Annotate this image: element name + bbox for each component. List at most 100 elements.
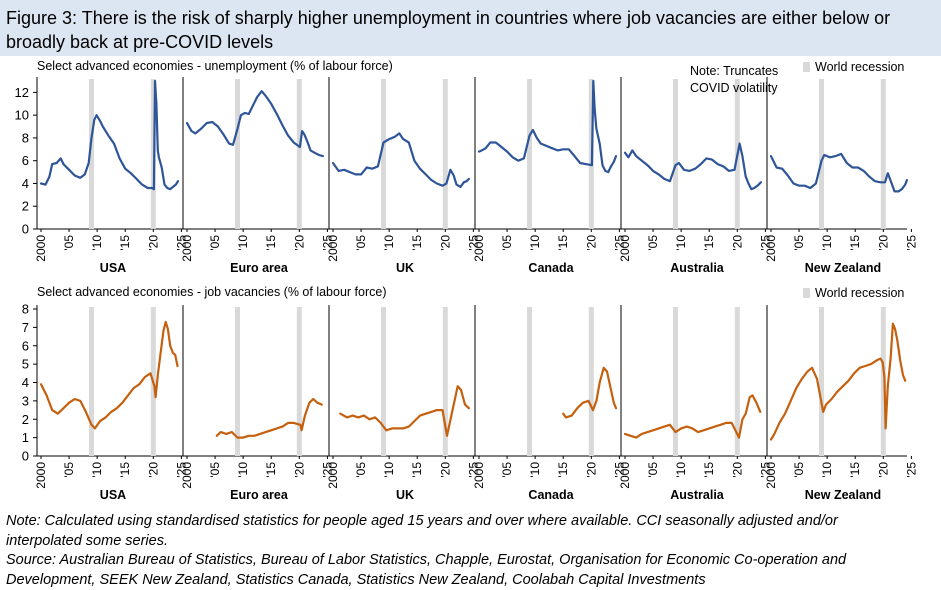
unemployment-x-tick-label: '15	[118, 235, 132, 251]
unemployment-x-tick-label: '25	[904, 235, 918, 251]
vacancies-country-label-australia: Australia	[670, 488, 725, 502]
unemployment-x-tick-label: '20	[292, 235, 306, 251]
unemployment-x-tick-label: '15	[702, 235, 716, 251]
vacancies-x-tick-label: '05	[792, 462, 806, 478]
unemployment-legend-label: World recession	[815, 60, 904, 74]
unemployment-country-label-new-zealand: New Zealand	[805, 261, 881, 275]
unemployment-x-tick-label: '25	[320, 235, 334, 251]
vacancies-y-tick-label: 2	[22, 412, 29, 427]
unemployment-x-tick-label: '15	[556, 235, 570, 251]
vacancies-uk-recession-bar-2009	[381, 307, 387, 456]
vacancies-canada-recession-bar-2020	[588, 307, 594, 456]
vacancies-x-tick-label: 2000	[180, 462, 194, 489]
unemployment-y-tick-label: 6	[22, 153, 29, 168]
footer-source-line2: Development, SEEK New Zealand, Statistic…	[6, 571, 706, 588]
unemployment-new-zealand-recession-bar-2009	[819, 79, 825, 229]
truncate-note-line2: COVID volatility	[690, 81, 778, 95]
unemployment-country-label-usa: USA	[100, 261, 126, 275]
unemployment-new-zealand-recession-bar-2020	[880, 79, 886, 229]
unemployment-canada-line	[477, 79, 618, 174]
vacancies-country-label-uk: UK	[396, 488, 414, 502]
vacancies-y-tick-label: 8	[22, 302, 29, 317]
unemployment-x-tick-label: '15	[848, 235, 862, 251]
vacancies-x-tick-label: '20	[730, 462, 744, 478]
vacancies-euro-area-recession-bar-2009	[235, 307, 241, 456]
unemployment-legend-swatch	[803, 62, 810, 72]
vacancies-usa-recession-bar-2009	[89, 307, 95, 456]
vacancies-usa-line	[39, 320, 179, 430]
vacancies-y-tick-label: 5	[22, 357, 29, 372]
unemployment-euro-area-line	[185, 90, 324, 158]
vacancies-x-tick-label: '10	[528, 462, 542, 478]
vacancies-australia-line	[623, 394, 762, 439]
unemployment-x-tick-label: '10	[674, 235, 688, 251]
vacancies-y-tick-label: 4	[22, 375, 29, 390]
vacancies-x-tick-label: '05	[646, 462, 660, 478]
truncate-note-line1: Note: Truncates	[690, 64, 778, 78]
vacancies-y-tick-label: 3	[22, 393, 29, 408]
unemployment-y-tick-label: 0	[22, 222, 29, 237]
vacancies-x-tick-label: '25	[612, 462, 626, 478]
unemployment-x-tick-label: '05	[646, 235, 660, 251]
vacancies-x-tick-label: '10	[674, 462, 688, 478]
unemployment-x-tick-label: '05	[500, 235, 514, 251]
vacancies-x-tick-label: '10	[382, 462, 396, 478]
footer-source-line1: Source: Australian Bureau of Statistics,…	[6, 552, 847, 568]
unemployment-country-label-australia: Australia	[670, 261, 725, 275]
unemployment-x-tick-label: '25	[612, 235, 626, 251]
unemployment-y-tick-label: 2	[22, 199, 29, 214]
unemployment-new-zealand-line	[769, 152, 908, 193]
unemployment-y-tick-label: 8	[22, 130, 29, 145]
vacancies-country-label-euro-area: Euro area	[230, 488, 289, 502]
unemployment-x-tick-label: '25	[758, 235, 772, 251]
vacancies-x-tick-label: '25	[174, 462, 188, 478]
vacancies-x-tick-label: 2000	[764, 462, 778, 489]
vacancies-chart-title: Select advanced economies - job vacancie…	[37, 285, 387, 299]
unemployment-x-tick-label: 2000	[618, 235, 632, 262]
vacancies-x-tick-label: '05	[208, 462, 222, 478]
vacancies-y-tick-label: 0	[22, 449, 29, 464]
vacancies-x-tick-label: '05	[354, 462, 368, 478]
vacancies-uk-line	[339, 385, 470, 437]
unemployment-x-tick-label: '05	[792, 235, 806, 251]
unemployment-x-tick-label: 2000	[34, 235, 48, 262]
vacancies-x-tick-label: '20	[876, 462, 890, 478]
vacancies-x-tick-label: '15	[556, 462, 570, 478]
unemployment-x-tick-label: '15	[410, 235, 424, 251]
unemployment-x-tick-label: '20	[584, 235, 598, 251]
vacancies-x-tick-label: '10	[820, 462, 834, 478]
vacancies-uk-recession-bar-2020	[442, 307, 448, 456]
figure-title-line1: Figure 3: There is the risk of sharply h…	[6, 8, 891, 28]
unemployment-euro-area-recession-bar-2020	[296, 79, 302, 229]
unemployment-x-tick-label: '20	[438, 235, 452, 251]
vacancies-x-tick-label: '10	[90, 462, 104, 478]
unemployment-x-tick-label: '10	[236, 235, 250, 251]
vacancies-x-tick-label: '05	[62, 462, 76, 478]
vacancies-x-tick-label: '15	[410, 462, 424, 478]
vacancies-x-tick-label: '20	[584, 462, 598, 478]
unemployment-usa-recession-bar-2009	[89, 79, 95, 229]
footer: Note: Calculated using standardised stat…	[6, 512, 936, 590]
vacancies-new-zealand-recession-bar-2009	[819, 307, 825, 456]
vacancies-legend-label: World recession	[815, 286, 904, 300]
vacancies-country-label-new-zealand: New Zealand	[805, 488, 881, 502]
unemployment-x-tick-label: '25	[174, 235, 188, 251]
footer-note-line1: Note: Calculated using standardised stat…	[6, 513, 838, 529]
vacancies-australia-recession-bar-2009	[673, 307, 679, 456]
unemployment-y-tick-label: 10	[15, 108, 29, 123]
unemployment-chart-title: Select advanced economies - unemployment…	[37, 59, 393, 73]
vacancies-x-tick-label: '20	[438, 462, 452, 478]
vacancies-euro-area-line	[215, 397, 323, 439]
unemployment-x-tick-label: '10	[382, 235, 396, 251]
unemployment-x-tick-label: 2000	[472, 235, 486, 262]
unemployment-x-tick-label: '10	[820, 235, 834, 251]
vacancies-x-tick-label: '25	[466, 462, 480, 478]
vacancies-euro-area-recession-bar-2020	[296, 307, 302, 456]
figure-title: Figure 3: There is the risk of sharply h…	[6, 6, 936, 54]
vacancies-x-tick-label: '15	[848, 462, 862, 478]
chart-area: Select advanced economies - unemployment…	[15, 59, 919, 502]
unemployment-x-tick-label: 2000	[764, 235, 778, 262]
vacancies-x-tick-label: 2000	[34, 462, 48, 489]
unemployment-x-tick-label: '15	[264, 235, 278, 251]
unemployment-country-label-euro-area: Euro area	[230, 261, 289, 275]
